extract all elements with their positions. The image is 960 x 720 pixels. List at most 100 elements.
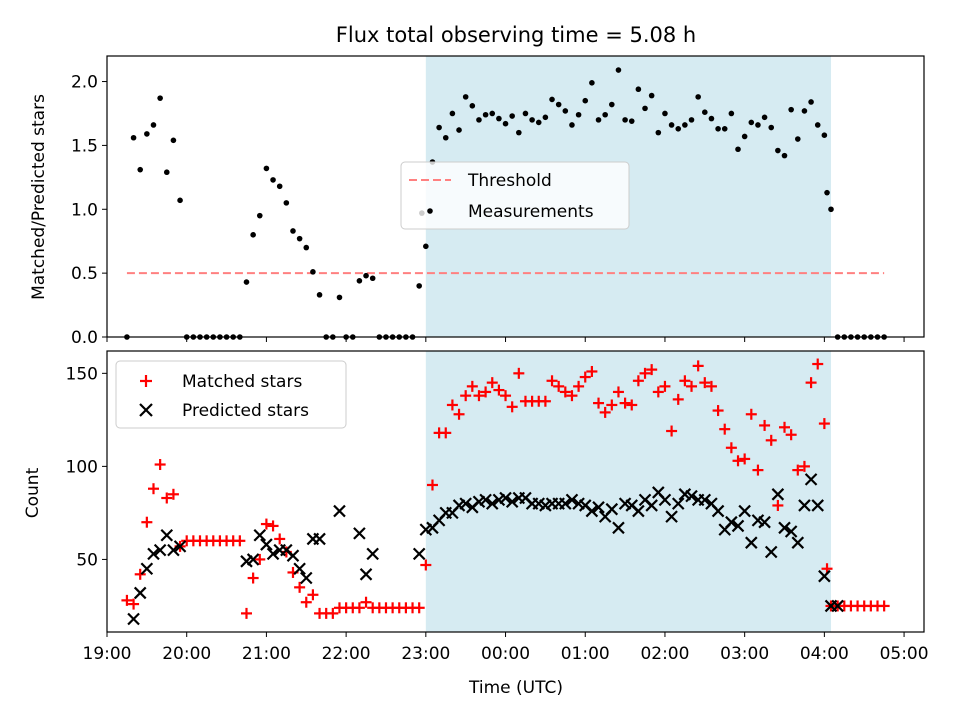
legend-matched-swatch [140, 375, 152, 387]
measurement-point [276, 183, 283, 190]
matched-point [772, 499, 784, 511]
top-axes-frame [106, 55, 925, 338]
measurement-point [356, 278, 363, 284]
top-legend-box [400, 161, 630, 230]
predicted-point-b [280, 543, 293, 557]
top-y-tick-label: 0.0 [71, 328, 98, 348]
measurement-point [748, 119, 755, 126]
matched-point [161, 492, 173, 504]
measurement-point [535, 119, 542, 126]
matched-point [506, 401, 518, 413]
predicted-point-b [147, 547, 160, 561]
measurement-point [788, 106, 794, 113]
measurement-point [369, 275, 376, 282]
predicted-point [366, 547, 379, 561]
measurement-point [814, 122, 821, 128]
matched-point [134, 568, 146, 580]
matched-point [612, 386, 624, 398]
matched-point [792, 464, 804, 476]
measurement-point [336, 294, 343, 301]
bottom-legend: Matched stars Predicted stars [115, 360, 347, 429]
matched-point [719, 423, 731, 435]
matched-point [805, 377, 817, 389]
predicted-point [771, 488, 785, 501]
predicted-point [412, 547, 426, 561]
measurement-point [808, 99, 814, 105]
predicted-point [811, 499, 825, 512]
top-legend: Threshold Measurements [400, 161, 630, 230]
predicted-point-b [585, 504, 599, 518]
matched-point [493, 384, 505, 396]
predicted-point [585, 504, 599, 518]
measurement-point [363, 272, 369, 279]
bottom-axes-frame [106, 350, 925, 633]
top-y-tick-label: 1.0 [71, 200, 98, 220]
predicted-point [133, 586, 147, 600]
predicted-point-b [140, 562, 154, 576]
count-panel: 50 100 150 19:00 20:00 21:00 22:00 23:00 00:00 0… [23, 350, 929, 698]
matched-star-points [121, 358, 890, 619]
predicted-point [313, 532, 326, 546]
top-y-tick-label: 1.5 [71, 136, 98, 156]
predicted-point [353, 527, 366, 540]
measurement-point [668, 122, 675, 128]
matched-point [759, 419, 771, 431]
predicted-point [831, 599, 844, 613]
measurement-point [655, 129, 662, 136]
predicted-point-b [160, 528, 174, 542]
measurement-point [635, 86, 642, 93]
predicted-point [246, 553, 260, 566]
predicted-point [798, 499, 811, 512]
matched-point [692, 360, 704, 372]
predicted-point [632, 504, 645, 518]
bottom-observing-window [425, 351, 832, 632]
legend-matched-label: Matched stars [182, 372, 302, 392]
measurement-point [163, 169, 170, 176]
matched-point [725, 442, 737, 454]
bottom-x-tick-label: 19:00 [83, 644, 132, 664]
predicted-point-b [818, 569, 831, 583]
predicted-point-b [725, 515, 738, 529]
predicted-point [764, 545, 778, 559]
predicted-point [266, 547, 280, 561]
matched-point [240, 607, 252, 619]
measurement-point [648, 92, 655, 99]
measurement-point [469, 103, 476, 109]
predicted-point-b [678, 488, 692, 501]
measurement-point [688, 117, 695, 123]
measurement-point [296, 235, 303, 242]
measurement-point [482, 111, 489, 118]
measurement-point [642, 105, 648, 112]
measurement-point [502, 120, 509, 127]
bottom-x-ticks: 19:00 20:00 21:00 22:00 23:00 00:00 01:00 02:00… [83, 632, 929, 664]
measurement-point [595, 117, 602, 123]
measurement-point [150, 122, 157, 128]
matched-point [812, 358, 824, 370]
measurement-point [436, 124, 442, 131]
measurement-point [775, 147, 781, 154]
matched-point [599, 406, 611, 418]
measurement-point [270, 177, 276, 183]
measurement-point [509, 113, 515, 119]
matched-point [247, 572, 259, 584]
predicted-point-b [559, 497, 572, 510]
measurement-point [442, 134, 449, 141]
bottom-x-tick-label: 05:00 [880, 644, 929, 664]
predicted-point-b [286, 549, 300, 562]
bottom-y-ticks: 50 100 150 [66, 364, 107, 570]
predicted-point-b [605, 502, 619, 516]
top-y-tick-label: 2.0 [71, 73, 98, 93]
bottom-x-tick-label: 23:00 [401, 644, 450, 664]
predicted-point-b [685, 489, 698, 503]
measurement-point [708, 115, 715, 122]
predicted-point-b [745, 536, 758, 549]
predicted-point [725, 515, 738, 529]
predicted-point-b [519, 491, 532, 505]
matched-point [679, 375, 691, 387]
predicted-point-b [671, 497, 685, 510]
measurement-point [715, 126, 721, 132]
bottom-legend-box [115, 360, 347, 429]
bottom-x-tick-label: 03:00 [720, 644, 769, 664]
matched-point [513, 367, 525, 379]
matched-point [413, 602, 425, 614]
